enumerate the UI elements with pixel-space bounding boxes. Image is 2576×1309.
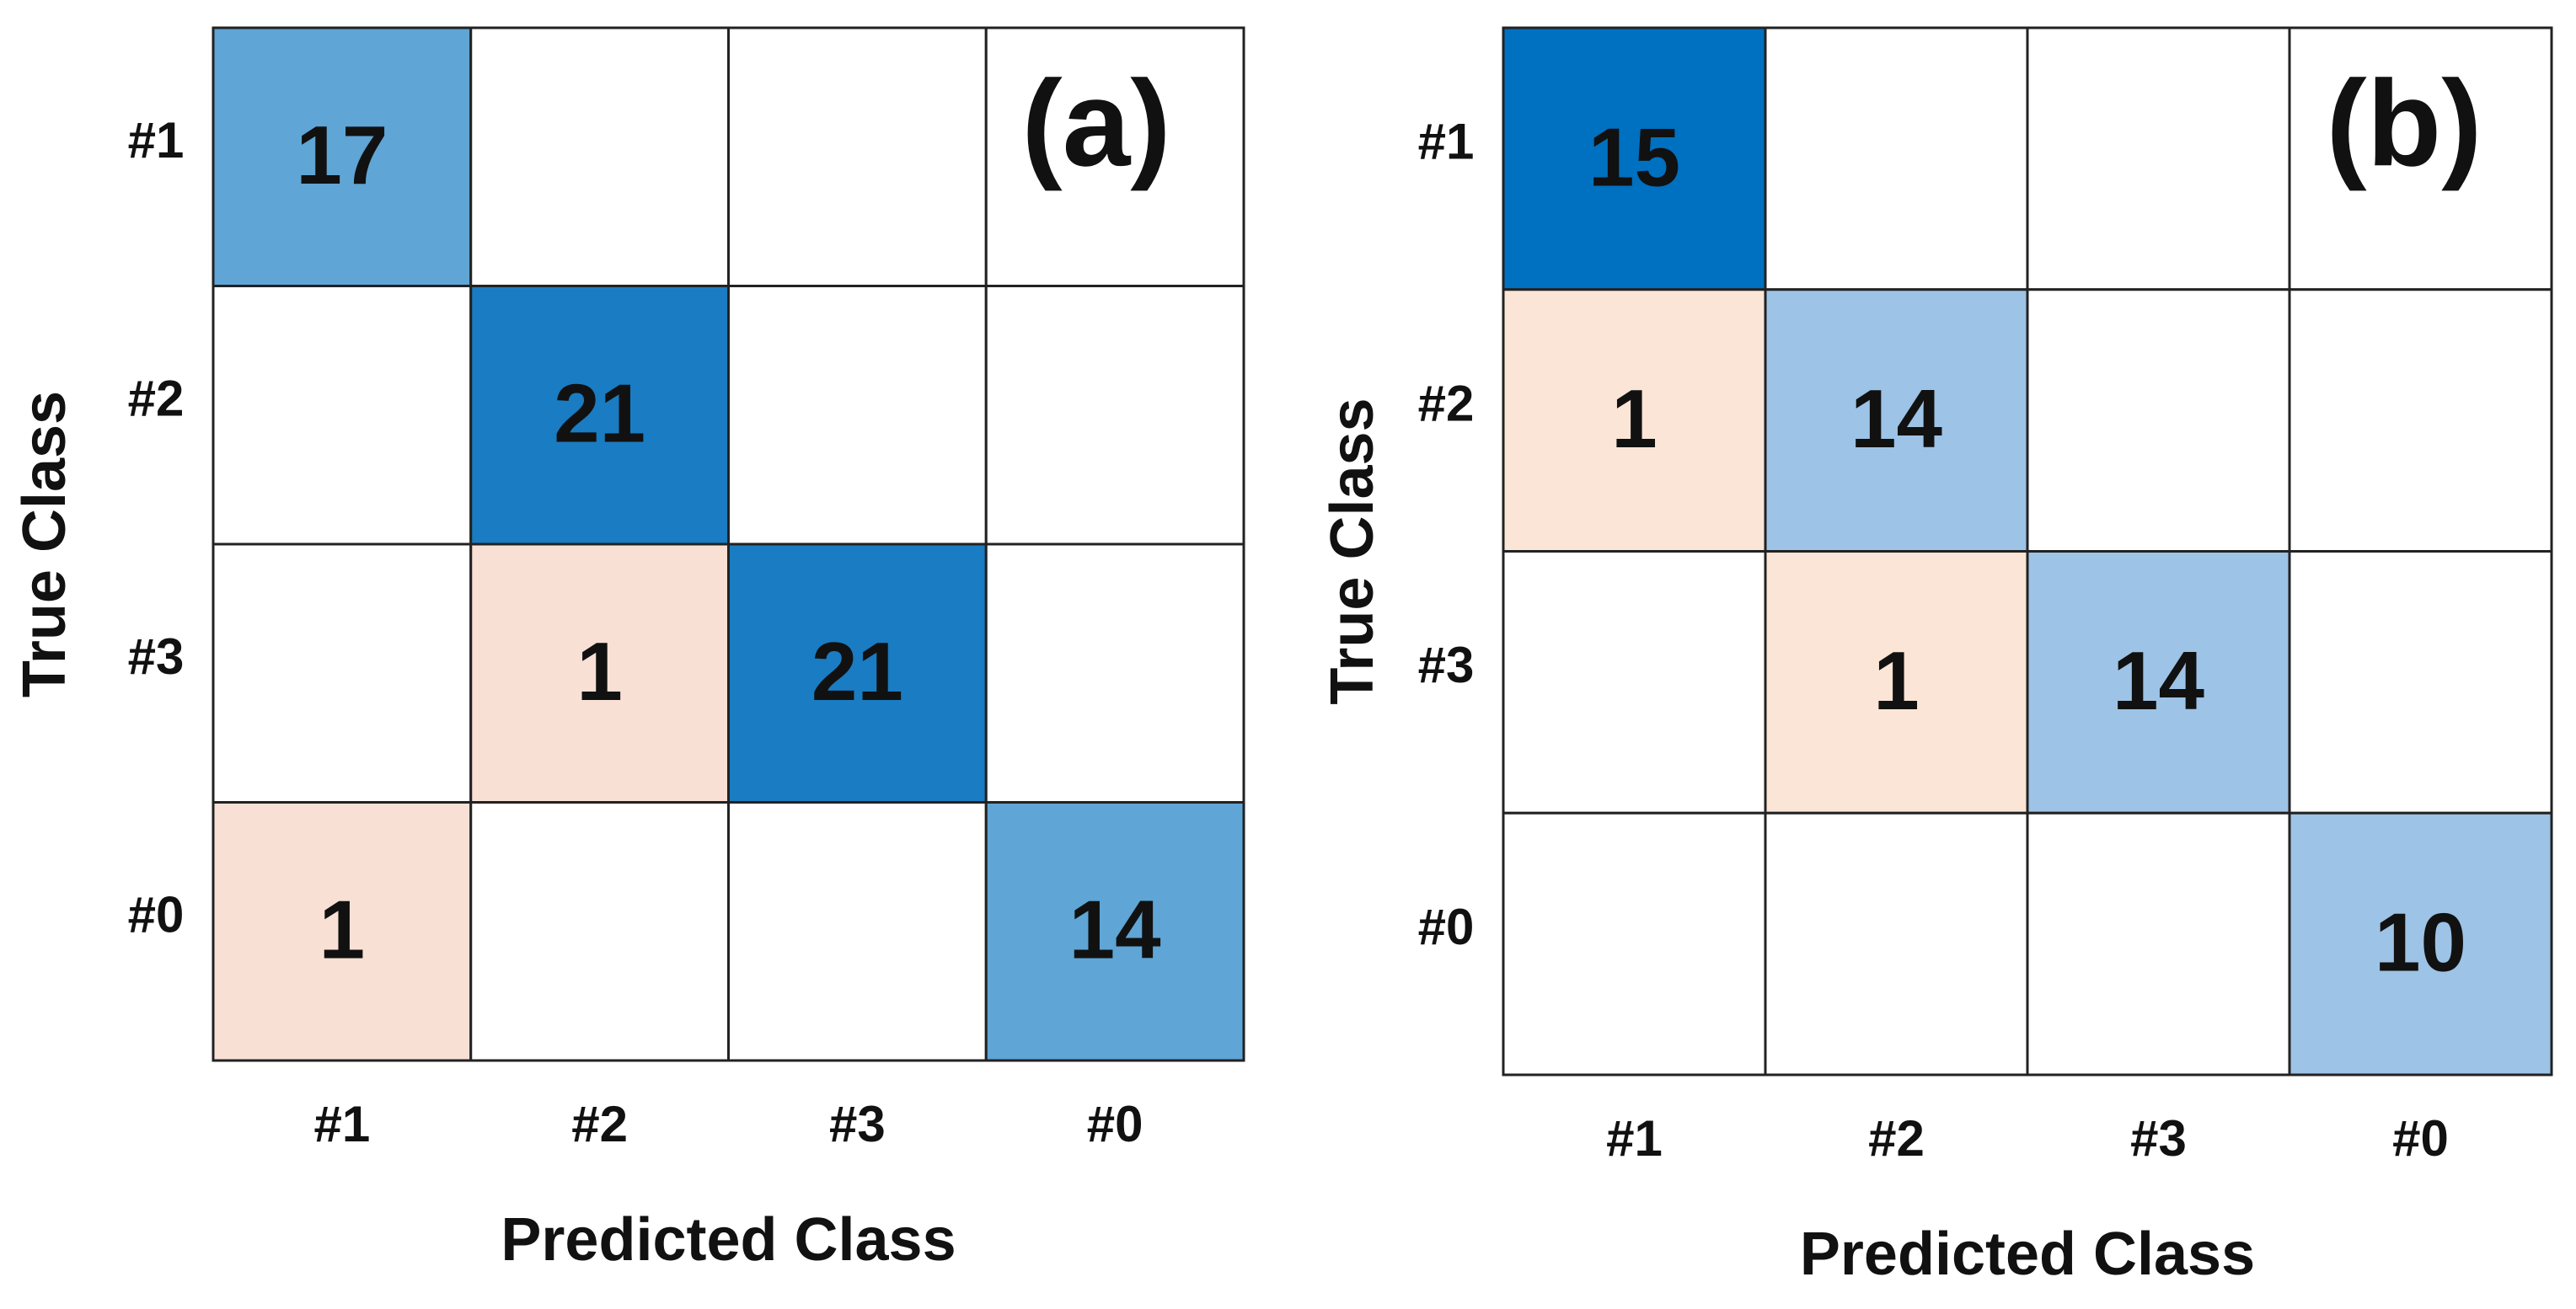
y-tick-label: #1	[128, 112, 185, 168]
cell	[212, 801, 473, 1062]
y-axis-label: True Class	[1319, 398, 1386, 704]
cell	[1764, 26, 2029, 291]
cell	[727, 801, 988, 1062]
x-tick-label: #1	[1606, 1110, 1663, 1167]
panel-label: (b)	[2326, 55, 2482, 191]
cell	[984, 285, 1245, 546]
cell	[727, 26, 988, 287]
x-axis-label: Predicted Class	[1800, 1221, 2255, 1288]
cell	[212, 285, 473, 546]
cell-value: 10	[2375, 896, 2466, 989]
x-tick-label: #2	[571, 1096, 628, 1152]
y-tick-label: #3	[1418, 637, 1475, 693]
cell	[984, 26, 1245, 287]
cell-value: 1	[1873, 634, 1920, 727]
cell	[727, 285, 988, 546]
cell	[1764, 550, 2029, 815]
y-tick-label: #3	[128, 628, 185, 685]
x-tick-label: #0	[1087, 1096, 1143, 1152]
cell	[2288, 288, 2553, 553]
cell	[1502, 550, 1767, 815]
cell-value: 14	[1850, 372, 1942, 465]
cell-value: 14	[2113, 634, 2204, 727]
y-tick-label: #0	[1418, 899, 1475, 955]
y-tick-label: #2	[128, 370, 185, 426]
cell	[1502, 26, 1767, 291]
cell	[1764, 811, 2029, 1077]
cell	[2026, 288, 2291, 553]
cell	[2026, 26, 2291, 291]
cell-value: 17	[296, 109, 388, 201]
cell	[1502, 811, 1767, 1077]
cell	[469, 285, 730, 546]
cell	[2288, 550, 2553, 815]
cell	[2026, 550, 2291, 815]
x-tick-label: #2	[1868, 1110, 1925, 1167]
cell	[984, 542, 1245, 804]
cell	[984, 801, 1245, 1062]
cell	[1502, 288, 1767, 553]
cell	[212, 26, 473, 287]
cell	[2026, 811, 2291, 1077]
cell	[212, 542, 473, 804]
y-tick-label: #0	[128, 886, 185, 943]
x-tick-label: #0	[2392, 1110, 2449, 1167]
cell	[2288, 811, 2553, 1077]
x-axis-label: Predicted Class	[501, 1206, 956, 1274]
cell-value: 21	[811, 625, 903, 718]
cell-value: 1	[1611, 372, 1658, 465]
x-tick-label: #3	[2130, 1110, 2187, 1167]
cell-value: 14	[1069, 884, 1161, 976]
cell-value: 1	[319, 884, 366, 976]
panel-label: (a)	[1021, 55, 1170, 191]
cell-value: 21	[554, 367, 645, 460]
y-tick-label: #2	[1418, 375, 1475, 431]
y-axis-label: True Class	[11, 391, 78, 697]
cell	[469, 801, 730, 1062]
cell	[469, 542, 730, 804]
x-tick-label: #1	[314, 1096, 371, 1152]
cell-value: 15	[1588, 110, 1680, 203]
cell	[469, 26, 730, 287]
cell	[727, 542, 988, 804]
x-tick-label: #3	[829, 1096, 886, 1152]
y-tick-label: #1	[1418, 114, 1475, 170]
cell-value: 1	[576, 625, 623, 718]
